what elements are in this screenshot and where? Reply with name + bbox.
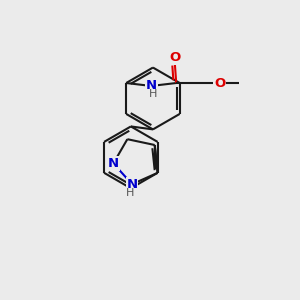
Text: N: N [127,178,138,191]
Text: H: H [148,89,157,99]
Text: O: O [214,76,225,89]
Text: O: O [169,52,180,64]
Text: N: N [146,80,157,92]
Text: N: N [108,157,119,170]
Text: H: H [126,188,134,198]
